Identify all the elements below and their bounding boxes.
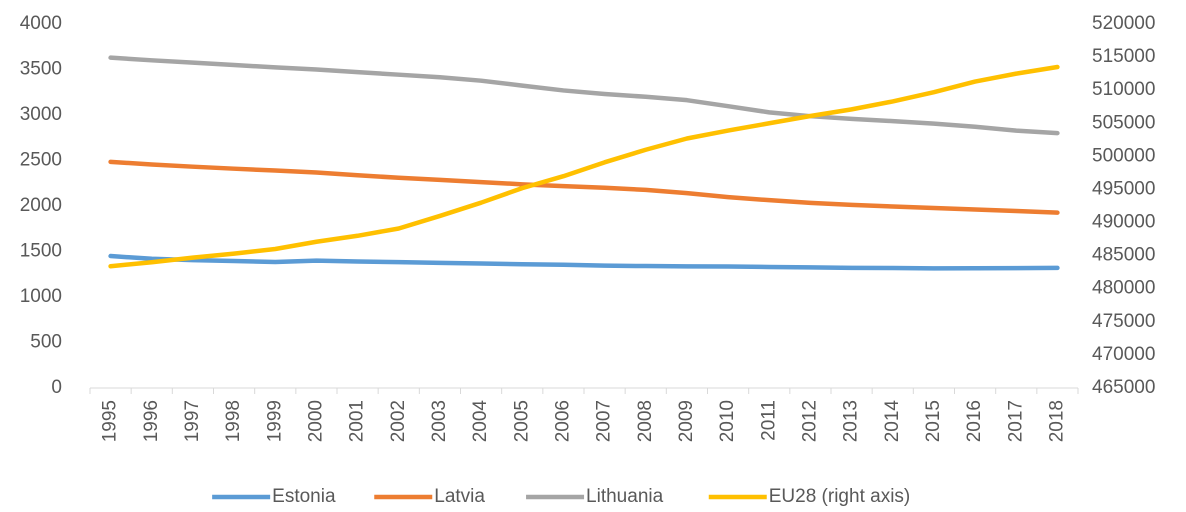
x-tick-label: 2005 (511, 400, 532, 442)
y2-tick-label: 520000 (1092, 13, 1155, 34)
x-tick-label: 1998 (223, 400, 244, 442)
x-tick-label: 2018 (1046, 400, 1067, 442)
x-tick-label: 1997 (182, 400, 203, 442)
y2-tick-label: 510000 (1092, 79, 1155, 100)
x-tick-label: 2007 (594, 400, 615, 442)
y2-tick-label: 485000 (1092, 245, 1155, 266)
x-tick-label: 1996 (141, 400, 162, 442)
x-tick-label: 1995 (100, 400, 121, 442)
y2-tick-label: 515000 (1092, 46, 1155, 67)
y2-tick-label: 505000 (1092, 112, 1155, 133)
legend-label: Lithuania (586, 486, 664, 507)
y-tick-label: 4000 (20, 13, 62, 34)
x-tick-label: 2002 (388, 400, 409, 442)
legend-label: Latvia (434, 486, 485, 507)
x-tick-label: 2010 (717, 400, 738, 442)
line-series (108, 253, 1060, 271)
line-series (108, 55, 1060, 136)
line-series (108, 64, 1060, 269)
line-series (108, 159, 1060, 215)
y-tick-label: 1000 (20, 286, 62, 307)
x-tick-label: 2017 (1005, 400, 1026, 442)
y-tick-label: 500 (30, 332, 62, 353)
y-tick-label: 0 (51, 377, 62, 398)
y-tick-label: 3000 (20, 104, 62, 125)
y2-tick-label: 495000 (1092, 178, 1155, 199)
x-tick-label: 2004 (470, 400, 491, 443)
x-tick-label: 2015 (923, 400, 944, 442)
x-tick-label: 2006 (552, 400, 573, 442)
y-tick-label: 1500 (20, 241, 62, 262)
y2-tick-label: 465000 (1092, 377, 1155, 398)
x-tick-label: 2000 (305, 400, 326, 442)
y-tick-label: 2500 (20, 150, 62, 171)
x-tick-label: 2009 (676, 400, 697, 442)
x-tick-label: 2011 (758, 400, 779, 441)
x-tick-label: 2001 (347, 400, 368, 442)
x-tick-label: 2016 (964, 400, 985, 442)
y2-tick-label: 500000 (1092, 145, 1155, 166)
legend-label: Estonia (272, 486, 336, 507)
y2-tick-label: 490000 (1092, 212, 1155, 233)
y-tick-label: 3500 (20, 59, 62, 80)
x-tick-label: 2003 (429, 400, 450, 442)
x-tick-label: 2012 (799, 400, 820, 442)
y2-tick-label: 475000 (1092, 311, 1155, 332)
y2-tick-label: 480000 (1092, 278, 1155, 299)
x-tick-label: 2008 (635, 400, 656, 442)
y2-tick-label: 470000 (1092, 344, 1155, 365)
legend-label: EU28 (right axis) (769, 486, 911, 507)
x-tick-label: 2013 (841, 400, 862, 442)
y-tick-label: 2000 (20, 195, 62, 216)
x-tick-label: 2014 (882, 400, 903, 443)
x-tick-label: 1999 (264, 400, 285, 442)
